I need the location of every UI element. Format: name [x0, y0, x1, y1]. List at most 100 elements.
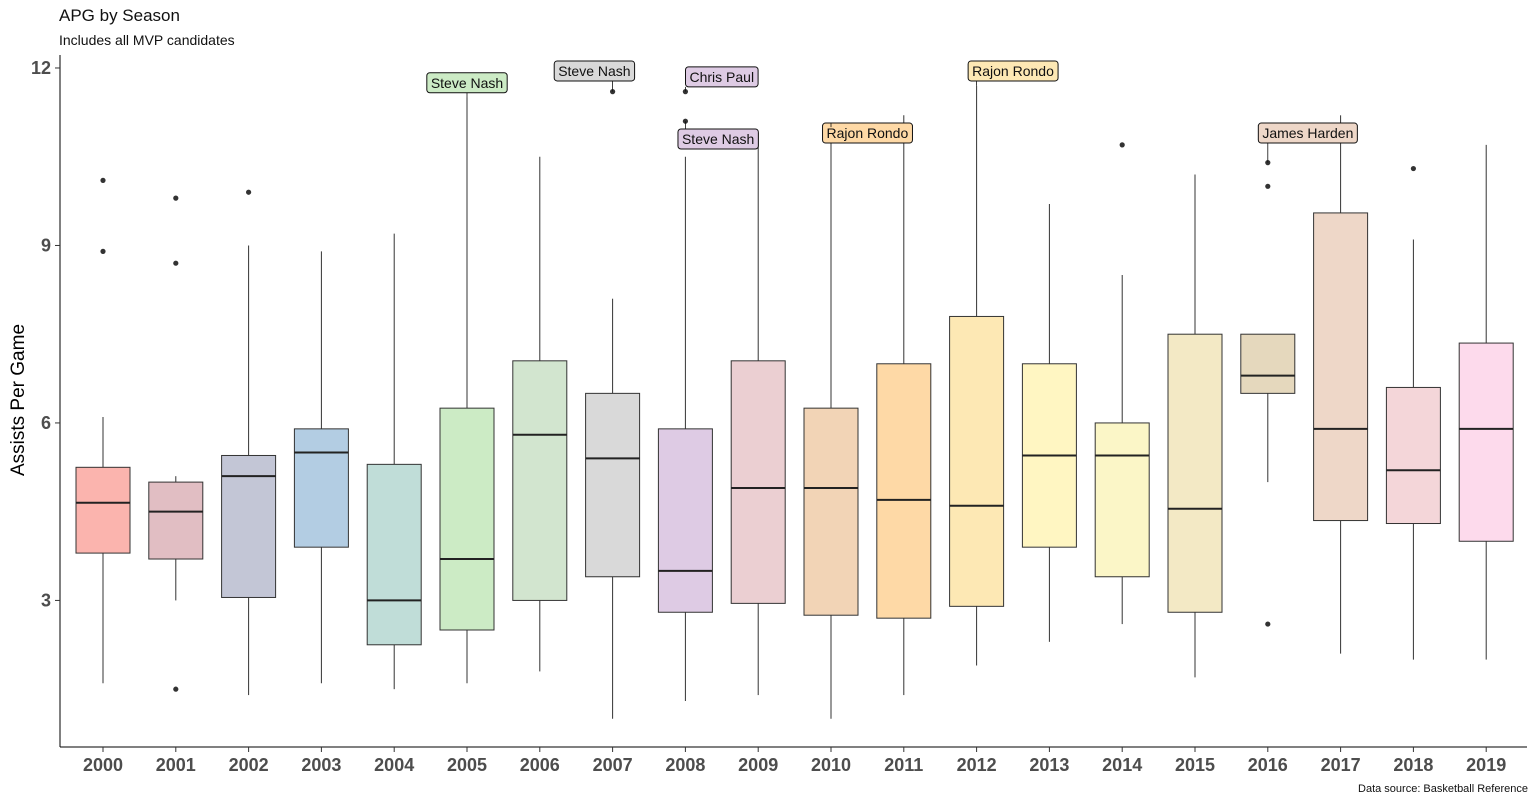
box-body	[1240, 333, 1296, 394]
chart-title: APG by Season	[59, 6, 180, 25]
box-2012	[949, 85, 1005, 666]
box-2016	[1240, 160, 1296, 627]
box-2009	[730, 133, 786, 696]
x-tick-label: 2008	[665, 755, 705, 775]
y-tick-label: 9	[41, 235, 51, 255]
outlier-point	[173, 686, 179, 692]
box-body	[1094, 422, 1150, 578]
annotation-label: Steve Nash	[553, 60, 636, 92]
box-body	[730, 360, 786, 604]
box-body	[293, 428, 349, 548]
box-2002	[221, 189, 277, 696]
outlier-point	[173, 195, 179, 201]
outlier-point	[100, 177, 106, 183]
box-2018	[1385, 165, 1441, 660]
box-body	[366, 463, 422, 646]
ticks-layer: 2000 2001 2002 2003 2004 2005 2006 2007 2008 2009…	[31, 58, 1506, 775]
box-2000	[75, 177, 131, 684]
annotation-text: Rajon Rondo	[827, 125, 909, 141]
box-2019	[1458, 144, 1514, 660]
outlier-point	[246, 189, 252, 195]
outlier-point	[173, 260, 179, 266]
y-tick-label: 12	[31, 58, 51, 78]
box-body	[1167, 333, 1223, 613]
y-tick-label: 6	[41, 413, 51, 433]
x-tick-label: 2012	[957, 755, 997, 775]
outlier-point	[1265, 183, 1271, 189]
x-tick-label: 2016	[1248, 755, 1288, 775]
annotation-text: Steve Nash	[558, 63, 630, 79]
box-2010	[803, 127, 859, 719]
outlier-point	[1265, 621, 1271, 627]
annotation-text: Rajon Rondo	[972, 63, 1054, 79]
x-tick-label: 2001	[156, 755, 196, 775]
x-tick-label: 2004	[374, 755, 414, 775]
annotation-text: James Harden	[1262, 125, 1353, 141]
box-body	[803, 407, 859, 616]
box-2017	[1313, 115, 1369, 654]
box-2003	[293, 251, 349, 684]
x-tick-label: 2011	[884, 755, 923, 775]
annotation-label: Steve Nash	[677, 121, 759, 150]
x-tick-label: 2009	[738, 755, 778, 775]
y-tick-label: 3	[41, 590, 51, 610]
annotations-layer: Steve Nash Steve Nash Chris Paul Steve Nash…	[426, 60, 1358, 163]
x-tick-label: 2005	[447, 755, 487, 775]
x-tick-label: 2006	[520, 755, 560, 775]
box-2005	[439, 97, 495, 684]
box-body	[512, 360, 568, 601]
annotation-box	[553, 60, 636, 82]
box-2014	[1094, 142, 1150, 625]
x-tick-label: 2002	[229, 755, 269, 775]
x-tick-label: 2018	[1393, 755, 1433, 775]
annotation-label: Steve Nash	[426, 72, 508, 98]
box-body	[1313, 212, 1369, 522]
x-tick-label: 2017	[1321, 755, 1361, 775]
annotation-label: James Harden	[1257, 122, 1358, 163]
box-body	[1385, 386, 1441, 525]
box-2007	[585, 89, 641, 719]
chart-subtitle: Includes all MVP candidates	[59, 32, 235, 48]
annotation-box	[685, 66, 759, 88]
axes-layer: Assists Per Game	[8, 55, 1527, 748]
x-tick-label: 2014	[1102, 755, 1142, 775]
y-axis-label: Assists Per Game	[8, 324, 29, 476]
boxes-layer	[75, 85, 1514, 719]
annotation-text: Chris Paul	[690, 69, 755, 85]
box-2001	[148, 195, 204, 692]
annotation-label: Rajon Rondo	[822, 122, 913, 144]
box-2013	[1021, 204, 1077, 642]
box-2011	[876, 115, 932, 696]
x-tick-label: 2019	[1466, 755, 1506, 775]
box-body	[657, 428, 713, 613]
box-body	[439, 407, 495, 631]
box-body	[949, 315, 1005, 607]
annotation-box	[677, 128, 759, 150]
box-body	[221, 454, 277, 598]
x-tick-label: 2010	[811, 755, 851, 775]
annotation-label: Chris Paul	[685, 66, 759, 92]
outlier-point	[1410, 165, 1416, 172]
annotation-box	[1257, 122, 1358, 144]
outlier-point	[100, 248, 106, 254]
x-tick-label: 2013	[1029, 755, 1069, 775]
x-tick-label: 2015	[1175, 755, 1215, 775]
x-tick-label: 2003	[301, 755, 341, 775]
box-body	[585, 392, 641, 578]
data-source-caption: Data source: Basketball Reference	[1358, 783, 1528, 795]
box-2006	[512, 156, 568, 672]
box-2004	[366, 233, 422, 690]
annotation-text: Steve Nash	[431, 75, 503, 91]
annotation-text: Steve Nash	[682, 131, 754, 147]
box-body	[1458, 342, 1514, 542]
x-tick-label: 2007	[593, 755, 633, 775]
box-body	[75, 466, 131, 554]
annotation-label: Rajon Rondo	[967, 60, 1059, 86]
x-tick-label: 2000	[83, 755, 123, 775]
box-2015	[1167, 174, 1223, 678]
box-2008	[657, 89, 713, 701]
box-body	[876, 363, 932, 619]
annotation-box	[967, 60, 1059, 82]
box-body	[148, 481, 204, 560]
